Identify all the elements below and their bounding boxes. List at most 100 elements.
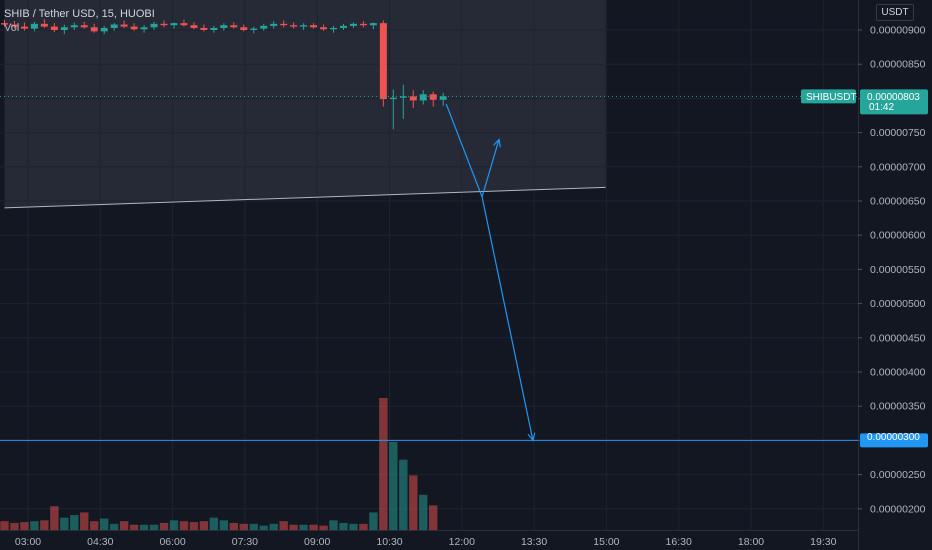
volume-bar [70,515,79,530]
shaded-zone [4,0,606,208]
time-axis[interactable]: 03:00 04:30 06:00 07:30 09:00 10:30 12:00 13:30… [0,530,858,549]
last-price-value: 0.00000803 [867,92,920,103]
candle-body [310,25,318,28]
candle-body [150,23,158,28]
volume-label: Vol [4,22,20,34]
candle-body [240,27,248,30]
volume-bar [60,517,69,530]
candle-body [290,25,298,27]
time-tick-label: 09:00 [304,536,330,548]
volume-bar [229,522,239,530]
projection-line-down [481,196,534,441]
volume-bar [159,522,169,530]
price-tick-label: 0.00000850 [870,59,926,71]
candle-body [320,27,328,30]
volume-bar [40,520,49,530]
candle-body [140,27,148,30]
candle-body [190,25,198,28]
price-tick-label: 0.00000550 [870,264,926,276]
price-tick-label: 0.00000250 [870,469,926,481]
volume-bar [279,521,288,530]
volume-bar [259,525,268,530]
candle-body [180,23,188,26]
candle-body [170,23,178,26]
candle-body [409,96,417,101]
price-tick-label: 0.00000500 [870,298,926,310]
candle-body [80,25,88,28]
price-tick-label: 0.00000900 [870,25,926,37]
volume-bar [80,512,89,530]
price-tick-label: 0.00000450 [870,332,926,344]
volume-bar [299,524,308,530]
price-tick-label: 0.00000700 [870,161,926,173]
volume-bar [100,518,109,530]
time-tick-label: 06:00 [159,536,185,548]
volume-bar [269,523,278,530]
volume-bar [129,524,139,530]
candle-body [1,23,8,25]
volume-bar [30,521,39,530]
volume-bar [319,525,328,530]
candle-body [20,26,28,29]
volume-bar [409,475,418,530]
candle-body [349,23,357,26]
candle-body [379,23,387,100]
candle-body [50,26,58,30]
ticker-symbol: SHIBUSDT [806,92,857,103]
time-tick-label: 10:30 [376,536,402,548]
candle-body [369,23,377,26]
volume-bar [199,521,209,530]
time-tick-label: 19:30 [810,536,836,548]
candle-body [339,25,347,28]
chart-header: SHIB / Tether USD, 15, HUOBI Vol [4,7,155,35]
symbol-title[interactable]: SHIB / Tether USD, 15, HUOBI [4,8,155,20]
time-tick-label: 04:30 [87,536,113,548]
time-tick-label: 15:00 [593,536,619,548]
volume-bar [189,522,199,530]
candle-body [419,94,427,101]
candle-body [300,25,308,27]
volume-bar [419,494,428,530]
candle-body [10,24,18,27]
volume-bar [369,512,378,530]
volume-bar [429,505,438,530]
volume-bar [239,523,248,530]
candle-body [270,23,278,26]
candle-body [100,27,108,32]
candle-body [110,24,118,28]
time-tick-label: 16:30 [666,536,692,548]
volume-bar [10,522,19,530]
projection-path[interactable] [445,103,536,442]
volume-bar [289,524,298,530]
volume-bar [349,523,358,530]
volume-bar [339,522,348,530]
ticker-label [801,89,856,104]
volume-bar [179,521,189,530]
arrowhead-down [527,432,536,442]
candle-body [330,27,338,30]
volume-bar [399,459,408,530]
volume-bar [119,521,129,530]
candle-body [160,23,168,26]
volume-bar [209,517,219,530]
candle-body [90,27,98,32]
candle-body [60,27,68,30]
candle-body [220,25,228,28]
candle-body [359,23,367,26]
volume-bar [109,523,119,530]
price-tick-label: 0.00000600 [870,230,926,242]
volume-bar [309,524,318,530]
candle-body [210,27,218,30]
price-tick-label: 0.00000350 [870,401,926,413]
time-tick-label: 18:00 [738,536,764,548]
candle-body [70,25,78,28]
candle-body [250,28,258,30]
volume-bar [169,520,179,530]
candle-body [389,97,397,100]
volume-bar [379,398,388,530]
volume-bar [329,520,338,530]
currency-button[interactable]: USDT [876,4,914,21]
volume-bar [20,522,29,530]
trend-line[interactable] [4,186,606,209]
